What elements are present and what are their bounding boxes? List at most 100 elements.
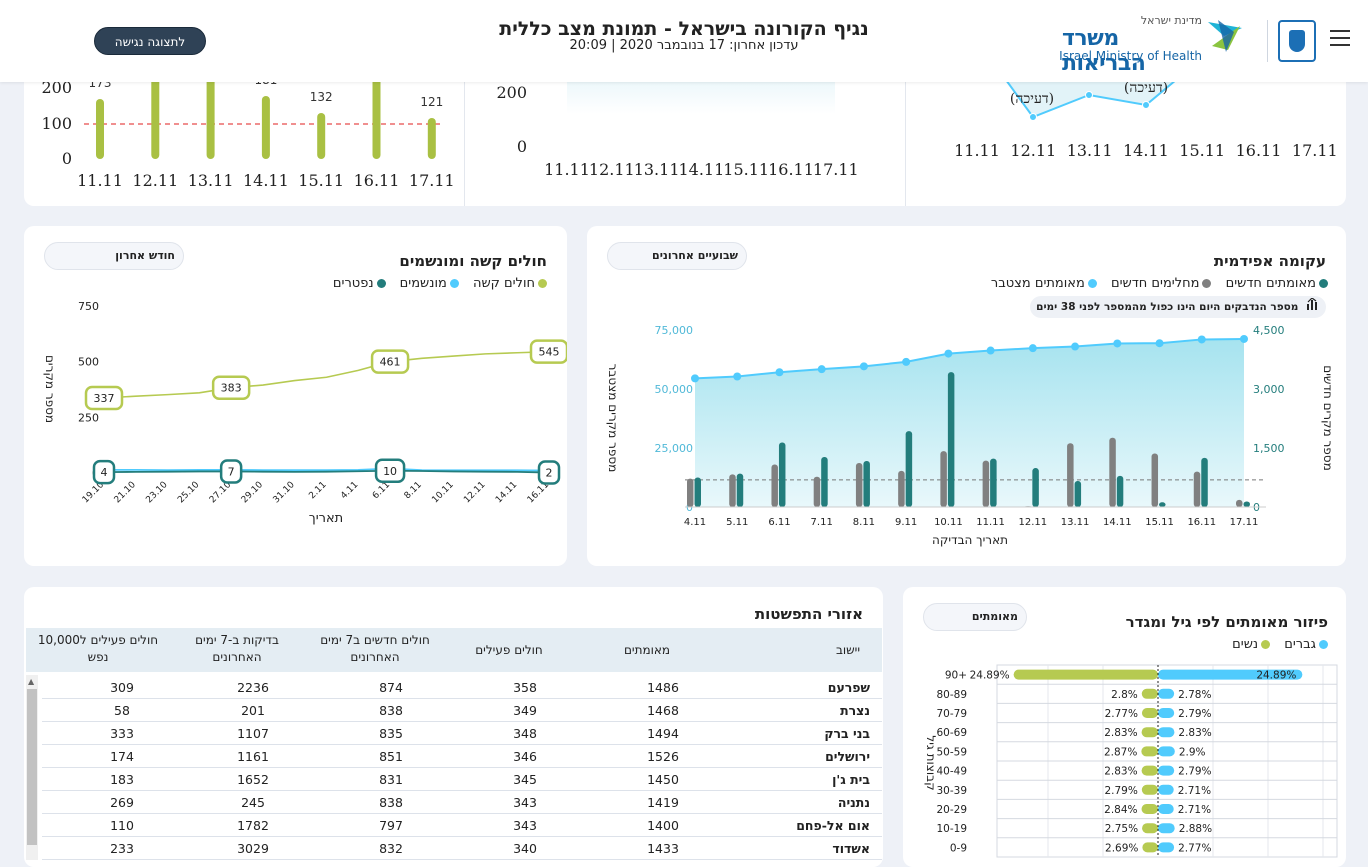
- bar-chart-icon: [1306, 296, 1320, 318]
- legend-women[interactable]: נשים: [1232, 637, 1271, 652]
- legend-recovered-label: מחלימים חדשים: [1110, 276, 1200, 291]
- x-tick-label: 6.11: [371, 480, 392, 501]
- men-bar: [1158, 765, 1175, 776]
- confirmed-bar: [736, 473, 744, 507]
- table-row[interactable]: אום אל-פחם 1400 343 797 1782 110: [42, 814, 882, 837]
- x-tick-label: 31.10: [272, 480, 297, 505]
- x-tick-label: 4.11: [684, 517, 706, 528]
- bar: [96, 99, 104, 159]
- x-tick-label: 11.11: [77, 171, 123, 190]
- confirmed-bar: [821, 457, 828, 507]
- scroll-thumb[interactable]: [27, 689, 37, 845]
- point-label: 2: [546, 467, 553, 480]
- x-tick-label: 14.11: [1103, 517, 1132, 528]
- value-cell: 348: [513, 726, 537, 741]
- x-tick-label: 12.11: [1019, 517, 1048, 528]
- col-new-7d[interactable]: חולים חדשים ב7 ימים האחרונים: [320, 633, 430, 664]
- city-name-cell: בני ברק: [824, 726, 870, 741]
- age-group-label: 20-29: [936, 804, 967, 816]
- table-scrollbar[interactable]: ▲: [26, 675, 38, 860]
- accessible-view-button[interactable]: לתצוגה נגישה: [94, 27, 206, 55]
- legend-severe[interactable]: חולים קשה: [473, 276, 547, 291]
- value-cell: 1468: [647, 703, 679, 718]
- men-bar: [1158, 784, 1174, 795]
- x-tick-label: 15.11: [723, 160, 769, 179]
- age-gender-filter[interactable]: מאומתים: [923, 603, 1027, 631]
- table-row[interactable]: אשדוד 1433 340 832 3029 233: [42, 837, 882, 860]
- men-bar: [1158, 669, 1303, 680]
- legend-deceased[interactable]: נפטרים: [333, 276, 386, 291]
- cumulative-point: [902, 357, 911, 366]
- bar: [317, 113, 326, 159]
- age-group-label: 50-59: [936, 746, 967, 758]
- recovered-bar: [855, 462, 863, 507]
- severe-period-filter[interactable]: חודש אחרון: [44, 242, 184, 270]
- legend-ventilated[interactable]: מונשמים: [400, 276, 459, 291]
- bar: [427, 118, 436, 159]
- recovered-bar: [687, 478, 694, 507]
- x-tick-label: 16.11: [768, 160, 814, 179]
- table-row[interactable]: ירושלים 1526 346 851 1161 174: [42, 745, 882, 768]
- table-row[interactable]: נתניה 1419 343 838 245 269: [42, 791, 882, 814]
- y-tick-label: 750: [78, 300, 99, 313]
- cumulative-point: [775, 368, 784, 377]
- men-bar: [1158, 842, 1175, 853]
- x-tick-label: 17.11: [409, 171, 455, 190]
- bar: [151, 69, 160, 159]
- epidemic-combo-chart: 75,00050,00025,00004,5003,0001,5000מספר …: [606, 324, 1335, 547]
- value-cell: 797: [379, 818, 403, 833]
- legend-men[interactable]: גברים: [1284, 637, 1328, 652]
- x-tick-label: 13.11: [634, 160, 680, 179]
- cumulative-point: [1240, 334, 1248, 343]
- table-row[interactable]: שפרעם 1486 358 874 2236 309: [42, 676, 882, 699]
- table-header: יישוב מאומתים חולים פעילים חולים חדשים ב…: [26, 628, 882, 672]
- menu-icon[interactable]: [1330, 30, 1350, 46]
- age-group-label: 70-79: [936, 708, 967, 720]
- legend-new-confirmed-label: מאומתים חדשים: [1225, 276, 1316, 291]
- city-name-cell: שפרעם: [827, 680, 870, 695]
- x-tick-label: 7.11: [811, 517, 833, 528]
- series-line: [103, 350, 550, 399]
- table-row[interactable]: בית ג'ן 1450 345 831 1652 183: [42, 768, 882, 791]
- x-tick-label: 13.11: [188, 171, 234, 190]
- doubling-note-text: מספר הנדבקים היום הינו כפול מהמספר לפני …: [1036, 301, 1299, 313]
- confirmed-bar: [1243, 501, 1250, 507]
- value-cell: 233: [110, 841, 134, 856]
- cumulative-point: [1197, 335, 1206, 344]
- top-divider-1: [464, 80, 465, 206]
- men-pct-label: 2.77%: [1178, 842, 1211, 854]
- x-tick-label: 14.11: [494, 480, 519, 505]
- legend-cumulative[interactable]: מאומתים מצטבר: [991, 276, 1097, 291]
- age-gender-card: פיזור מאומתים לפי גיל ומגדר מאומתים גברי…: [903, 587, 1346, 867]
- x-tick-label: 12.11: [1010, 141, 1056, 160]
- x-tick-label: 14.11: [243, 171, 289, 190]
- value-cell: 174: [110, 749, 134, 764]
- cumulative-point: [1113, 339, 1122, 348]
- col-city[interactable]: יישוב: [835, 643, 861, 657]
- age-group-label: 60-69: [936, 727, 967, 739]
- point-label: 461: [380, 356, 401, 369]
- legend-recovered[interactable]: מחלימים חדשים: [1110, 276, 1212, 291]
- x-tick-label: 4.11: [339, 480, 360, 501]
- col-active[interactable]: חולים פעילים: [475, 643, 543, 657]
- women-bar: [1142, 842, 1158, 853]
- epidemic-period-filter[interactable]: שבועיים אחרונים: [607, 242, 747, 270]
- value-cell: 358: [513, 680, 537, 695]
- men-pct-label: 2.9%: [1179, 746, 1206, 758]
- col-active-per-10k[interactable]: חולים פעילים ל10,000 נפש: [37, 633, 159, 664]
- col-tests-7d[interactable]: בדיקות ב-7 ימים האחרונים: [195, 633, 279, 664]
- point-label-box: [92, 459, 116, 485]
- table-row[interactable]: נצרת 1468 349 838 201 58: [42, 699, 882, 722]
- confirmed-bar: [1159, 502, 1166, 507]
- last-updated: עדכון אחרון: 17 בנובמבר 2020 | 20:09: [569, 38, 799, 53]
- bar-value-label: 132: [310, 90, 333, 104]
- x-axis-label: תאריך הבדיקה: [932, 533, 1008, 547]
- cumulative-point: [1155, 339, 1164, 348]
- legend-new-confirmed[interactable]: מאומתים חדשים: [1226, 276, 1328, 291]
- age-group-label: 30-39: [936, 785, 967, 797]
- value-cell: 831: [379, 772, 403, 787]
- scroll-up-arrow-icon[interactable]: ▲: [28, 677, 35, 686]
- table-row[interactable]: בני ברק 1494 348 835 1107 333: [42, 722, 882, 745]
- col-confirmed[interactable]: מאומתים: [623, 643, 671, 657]
- ministry-logo[interactable]: מדינת ישראל משרד הבריאות Israel Ministry…: [1059, 14, 1252, 76]
